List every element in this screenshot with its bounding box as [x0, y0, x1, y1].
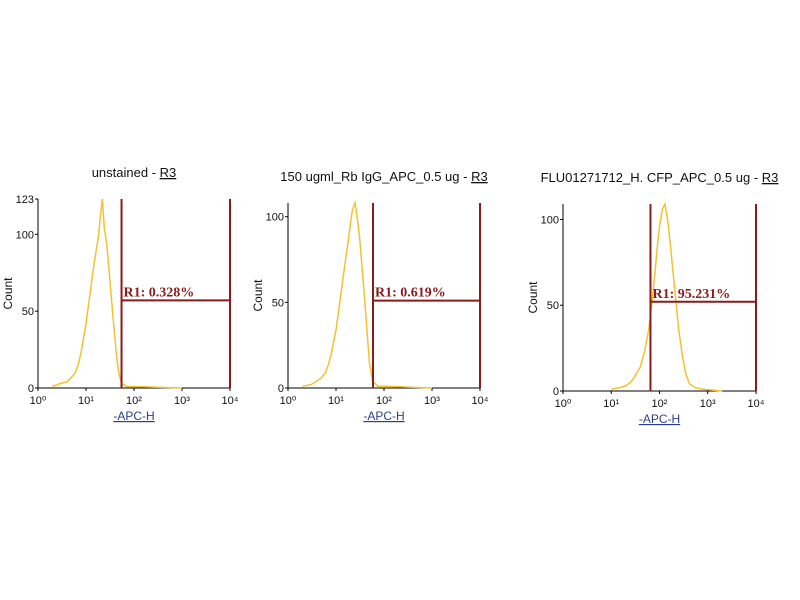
x-tick-label: 10⁰ — [555, 398, 572, 410]
y-tick-label: 50 — [547, 300, 559, 312]
x-tick-label: 10² — [126, 395, 142, 407]
gate-label: R1: 95.231% — [652, 287, 730, 302]
y-tick-label: 0 — [553, 386, 559, 398]
x-tick-label: 10⁴ — [748, 398, 765, 410]
x-tick-label: 10³ — [700, 398, 716, 410]
panel: FLU01271712_H. CFP_APC_0.5 ug - R3 0 50 100… — [526, 170, 778, 426]
x-tick-label: 10⁰ — [30, 395, 47, 407]
gate-label: R1: 0.619% — [375, 286, 446, 301]
panel: unstained - R3 0 50 100 123 10⁰ 10¹ 10² 10³ 10⁴ -A… — [1, 165, 239, 423]
y-tick-label: 100 — [266, 212, 284, 224]
y-axis-label: Count — [1, 277, 15, 310]
x-axis-label: -APC-H — [639, 412, 680, 426]
gate-label: R1: 0.328% — [124, 285, 195, 300]
x-axis-label: -APC-H — [113, 409, 154, 423]
x-tick-label: 10¹ — [603, 398, 619, 410]
x-tick-label: 10¹ — [78, 395, 94, 407]
y-tick-label: 50 — [22, 306, 34, 318]
panel-title: FLU01271712_H. CFP_APC_0.5 ug - R3 — [541, 170, 779, 185]
title-text: unstained - — [92, 165, 156, 180]
title-text: 150 ugml_Rb IgG_APC_0.5 ug - — [280, 169, 467, 184]
panel: 150 ugml_Rb IgG_APC_0.5 ug - R3 0 50 100 10⁰… — [251, 169, 489, 423]
x-tick-label: 10² — [376, 395, 392, 407]
x-tick-label: 10³ — [424, 395, 440, 407]
y-tick-label: 0 — [28, 383, 34, 395]
histogram-trace — [611, 201, 723, 392]
x-axis-label: -APC-H — [363, 409, 404, 423]
y-tick-label: 50 — [272, 297, 284, 309]
y-tick-label: 123 — [16, 194, 34, 206]
y-axis-label: Count — [251, 279, 265, 312]
gate-name: R3 — [762, 170, 779, 185]
x-tick-label: 10⁴ — [472, 395, 489, 407]
x-tick-label: 10¹ — [328, 395, 344, 407]
y-tick-label: 100 — [541, 214, 559, 226]
x-tick-label: 10² — [652, 398, 668, 410]
histogram-trace — [52, 198, 183, 389]
x-tick-label: 10⁴ — [222, 395, 239, 407]
x-tick-label: 10³ — [174, 395, 190, 407]
x-tick-label: 10⁰ — [280, 395, 297, 407]
y-axis-label: Count — [526, 281, 540, 314]
gate-name: R3 — [160, 165, 177, 180]
panel-title: unstained - R3 — [92, 165, 177, 180]
panel-title: 150 ugml_Rb IgG_APC_0.5 ug - R3 — [280, 169, 487, 184]
gate-name: R3 — [471, 169, 488, 184]
title-text: FLU01271712_H. CFP_APC_0.5 ug - — [541, 170, 759, 185]
histogram-trace — [302, 200, 433, 389]
y-tick-label: 0 — [278, 383, 284, 395]
y-tick-label: 100 — [16, 229, 34, 241]
